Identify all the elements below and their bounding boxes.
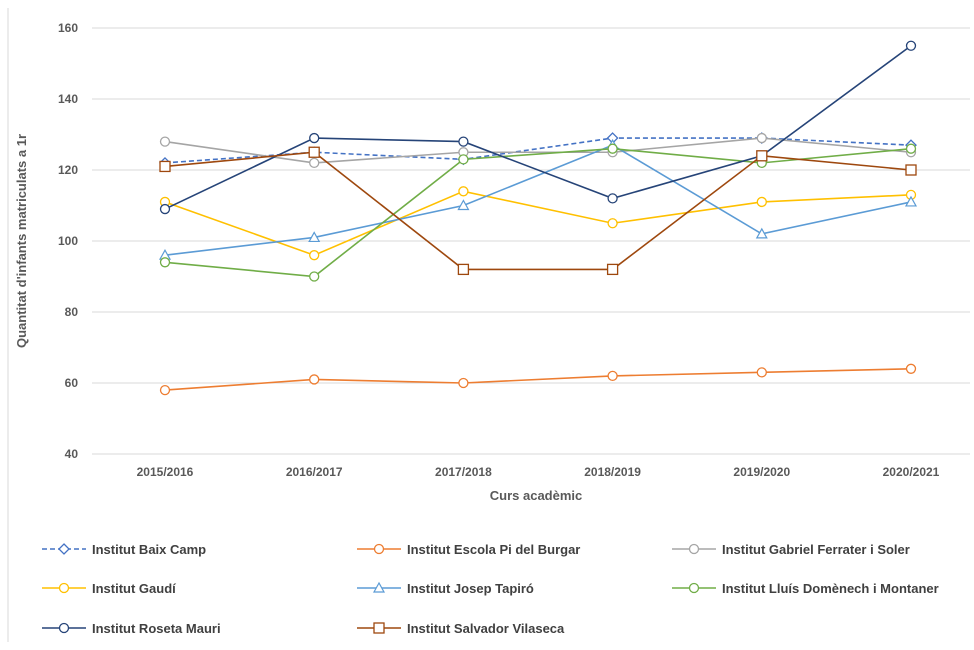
legend-marker: [58, 582, 70, 594]
gridlines: [92, 27, 970, 455]
legend-label: Institut Gabriel Ferrater i Soler: [722, 542, 910, 557]
y-tick-label: 100: [58, 234, 78, 248]
legend-label: Institut Roseta Mauri: [92, 621, 221, 636]
legend-item: Institut Gabriel Ferrater i Soler: [672, 542, 910, 557]
legend-item: Institut Roseta Mauri: [42, 621, 221, 636]
x-axis-title: Curs acadèmic: [490, 488, 583, 503]
data-point: [607, 218, 618, 229]
x-axis-tick-labels: 2015/2016 2016/2017 2017/2018 2018/2019 2019…: [137, 465, 940, 479]
series-line: [164, 368, 912, 391]
series-3: [159, 132, 917, 169]
legend-label: Institut Salvador Vilaseca: [407, 621, 565, 636]
data-point: [458, 154, 469, 165]
data-point: [905, 164, 917, 176]
y-tick-label: 140: [58, 92, 78, 106]
legend-label: Institut Escola Pi del Burgar: [407, 542, 580, 557]
y-tick-label: 80: [65, 305, 79, 319]
data-point: [309, 374, 320, 385]
legend-marker: [373, 622, 385, 634]
legend-marker: [58, 622, 70, 634]
y-axis-tick-labels: 40 60 80 100 120 140 160: [58, 21, 78, 461]
data-point: [755, 227, 768, 239]
series-line: [164, 151, 912, 271]
data-point: [457, 199, 470, 211]
series-4: [159, 186, 917, 261]
legend-label: Institut Lluís Domènech i Montaner: [722, 581, 939, 596]
series-6: [159, 143, 917, 282]
x-tick-label: 2015/2016: [137, 465, 194, 479]
series-line: [164, 147, 912, 278]
data-point: [756, 132, 767, 144]
legend-item: Institut Salvador Vilaseca: [357, 621, 565, 636]
x-tick-label: 2017/2018: [435, 465, 492, 479]
data-point: [159, 203, 171, 215]
data-point: [458, 377, 469, 389]
series-1: [159, 132, 917, 169]
data-point: [905, 143, 917, 154]
y-axis-title: Quantitat d'infants matriculats a 1r: [14, 134, 29, 348]
y-tick-label: 160: [58, 21, 78, 35]
legend-label: Institut Josep Tapiró: [407, 581, 534, 596]
data-point: [308, 231, 321, 243]
data-point: [308, 146, 320, 158]
data-point: [607, 193, 618, 204]
data-point: [607, 143, 618, 154]
legend-label: Institut Baix Camp: [92, 542, 206, 557]
data-point: [159, 136, 171, 147]
data-point: [756, 196, 767, 208]
data-point: [756, 150, 768, 162]
data-point: [458, 136, 469, 147]
series-7: [159, 40, 917, 215]
data-point: [159, 384, 171, 396]
legend-item: Institut Gaudí: [42, 581, 176, 596]
series-2: [159, 363, 917, 396]
data-point: [606, 263, 619, 276]
legend-item: Institut Escola Pi del Burgar: [357, 542, 580, 557]
data-point: [904, 195, 918, 207]
series-line: [164, 137, 912, 164]
legend-marker: [688, 582, 700, 594]
x-tick-label: 2018/2019: [584, 465, 641, 479]
data-point: [309, 157, 320, 169]
data-point: [309, 271, 320, 282]
x-tick-label: 2019/2020: [733, 465, 790, 479]
y-tick-label: 60: [65, 376, 79, 390]
data-point: [309, 132, 320, 144]
y-tick-label: 40: [65, 447, 79, 461]
series-line: [164, 190, 912, 257]
data-point: [309, 250, 320, 261]
data-point: [905, 363, 917, 374]
data-point: [458, 186, 469, 197]
data-point: [905, 40, 917, 51]
legend: Institut Baix Camp Institut Escola Pi del…: [42, 542, 939, 636]
series-line: [164, 144, 912, 256]
data-point: [159, 257, 171, 268]
data-point: [457, 263, 470, 276]
legend-marker: [372, 581, 386, 593]
series-lines: [158, 40, 918, 396]
data-point: [756, 367, 767, 378]
data-point: [607, 370, 618, 382]
legend-marker: [688, 543, 700, 555]
legend-marker: [58, 543, 70, 555]
legend-marker: [373, 543, 385, 555]
legend-item: Institut Lluís Domènech i Montaner: [672, 581, 939, 596]
series-8: [159, 146, 917, 276]
x-tick-label: 2016/2017: [286, 465, 343, 479]
series-line: [164, 45, 912, 210]
legend-item: Institut Baix Camp: [42, 542, 206, 557]
y-tick-label: 120: [58, 163, 78, 177]
legend-label: Institut Gaudí: [92, 581, 176, 596]
data-point: [159, 160, 171, 173]
legend-item: Institut Josep Tapiró: [357, 581, 534, 596]
x-tick-label: 2020/2021: [883, 465, 940, 479]
